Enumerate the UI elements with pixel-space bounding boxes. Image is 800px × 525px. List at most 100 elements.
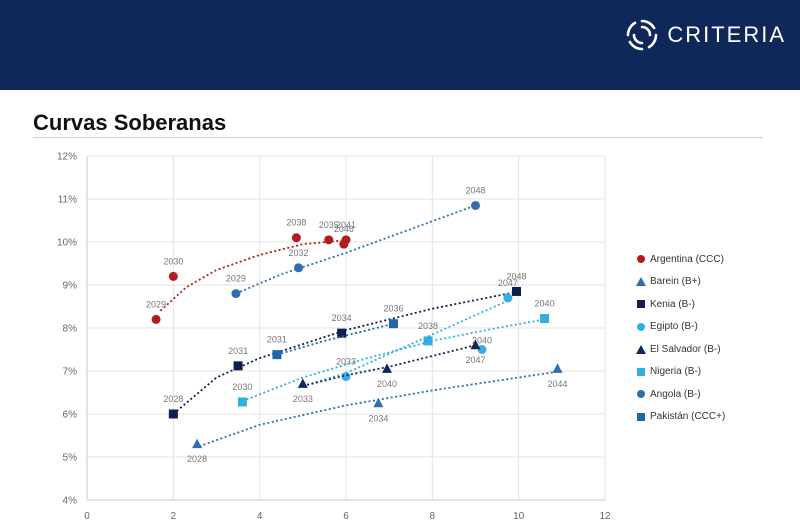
point-barein-b [192,438,203,449]
point-egipto-b [503,293,513,303]
point-label: 2031 [228,346,248,356]
point-label: 2040 [535,299,555,309]
legend-item: El Salvador (B-) [636,338,725,361]
point-label: 2047 [498,278,518,288]
point-kenia-b [233,361,243,371]
point-label: 2034 [368,413,388,423]
point-argentina-ccc [339,239,349,249]
point-label: 2033 [293,394,313,404]
x-tick-label: 0 [84,511,90,522]
criteria-ring-logo-icon [627,19,658,51]
legend-label: Angola (B-) [650,388,701,400]
point-label: 2038 [418,321,438,331]
legend-item: Angola (B-) [636,383,725,406]
trendline-kenia-b [172,290,519,415]
legend-item: Barein (B+) [636,271,725,294]
point-label: 2029 [226,274,246,284]
legend-marker [636,389,646,399]
legend-item: Argentina (CCC) [636,248,725,271]
legend-marker [636,412,646,422]
point-barein-b [552,363,563,373]
legend-item: Egipto (B-) [636,316,725,339]
legend-marker [636,322,646,332]
point-label: 2029 [146,299,166,309]
point-el-salvador-b [297,378,308,388]
point-label: 2041 [336,220,356,230]
point-barein-b [373,397,384,408]
y-tick-label: 5% [63,453,78,464]
legend-item: Nigeria (B-) [636,361,725,384]
x-tick-label: 8 [430,511,436,522]
trendline-barein-b [198,370,562,448]
trendline-angola-b [235,204,476,295]
legend-marker [636,254,646,264]
point-label: 2048 [506,271,526,281]
point-label: 2040 [472,336,492,346]
point-label: 2031 [267,335,287,345]
legend-label: Egipto (B-) [650,321,698,333]
point-label: 2038 [286,218,306,228]
point-angola-b [471,200,480,210]
point-label: 2028 [187,454,207,464]
title-divider [33,137,763,138]
point-kenia-b [168,409,178,419]
legend-label: Argentina (CCC) [650,253,724,265]
legend-label: Nigeria (B-) [650,366,702,378]
brand-name: CRITERIA [667,22,786,47]
point-label: 2036 [383,304,403,314]
legend-label: Kenia (B-) [650,298,696,310]
point-nigeria-b [540,314,550,324]
x-tick-label: 2 [171,511,177,522]
y-tick-label: 8% [63,324,78,335]
y-tick-label: 6% [63,410,78,421]
point-pakistan-ccc [272,350,282,360]
point-label: 2032 [289,248,309,258]
point-label: 2030 [163,256,183,266]
point-nigeria-b [423,336,433,346]
point-angola-b [294,263,304,273]
point-label: 2047 [465,355,485,365]
point-nigeria-b [237,397,247,407]
legend-marker [636,344,646,354]
point-kenia-b [512,286,522,296]
point-argentina-ccc [151,314,161,324]
point-pakistan-ccc [388,319,398,329]
point-label: 2035 [319,220,339,230]
chart-legend: Argentina (CCC) Barein (B+) Kenia (B-) Egip… [636,248,725,428]
legend-label: Pakistán (CCC+) [650,411,726,423]
y-tick-label: 11% [58,195,77,206]
x-tick-label: 6 [343,511,349,522]
legend-marker [636,277,646,287]
point-label: 2033 [336,357,356,367]
legend-item: Kenia (B-) [636,293,725,316]
y-tick-label: 9% [63,281,78,292]
brand-logo: CRITERIA [625,18,786,52]
point-kenia-b [337,328,347,338]
point-el-salvador-b [470,339,481,350]
x-tick-label: 12 [599,511,611,522]
trendline-argentina-ccc [159,238,351,312]
point-label: 2034 [332,313,352,323]
point-label: 2044 [548,379,568,389]
point-label: 2046 [334,224,354,234]
point-egipto-b [477,345,487,354]
point-argentina-ccc [324,235,334,245]
point-label: 2040 [377,379,397,389]
y-tick-label: 7% [63,367,78,378]
trendline-nigeria-b [242,318,545,402]
page-title: Curvas Soberanas [33,110,227,135]
point-label: 2048 [465,185,485,195]
trendline-egipto-b [302,297,515,387]
x-tick-label: 10 [513,511,525,522]
y-tick-label: 12% [57,152,77,163]
y-tick-label: 10% [57,238,77,249]
x-tick-label: 4 [257,511,263,522]
legend-label: Barein (B+) [650,276,701,288]
point-label: 2028 [163,394,183,404]
legend-item: Pakistán (CCC+) [636,406,725,429]
point-argentina-ccc [168,271,178,281]
legend-marker [636,299,646,309]
point-el-salvador-b [382,363,393,373]
header-band: CRITERIA [0,0,800,90]
